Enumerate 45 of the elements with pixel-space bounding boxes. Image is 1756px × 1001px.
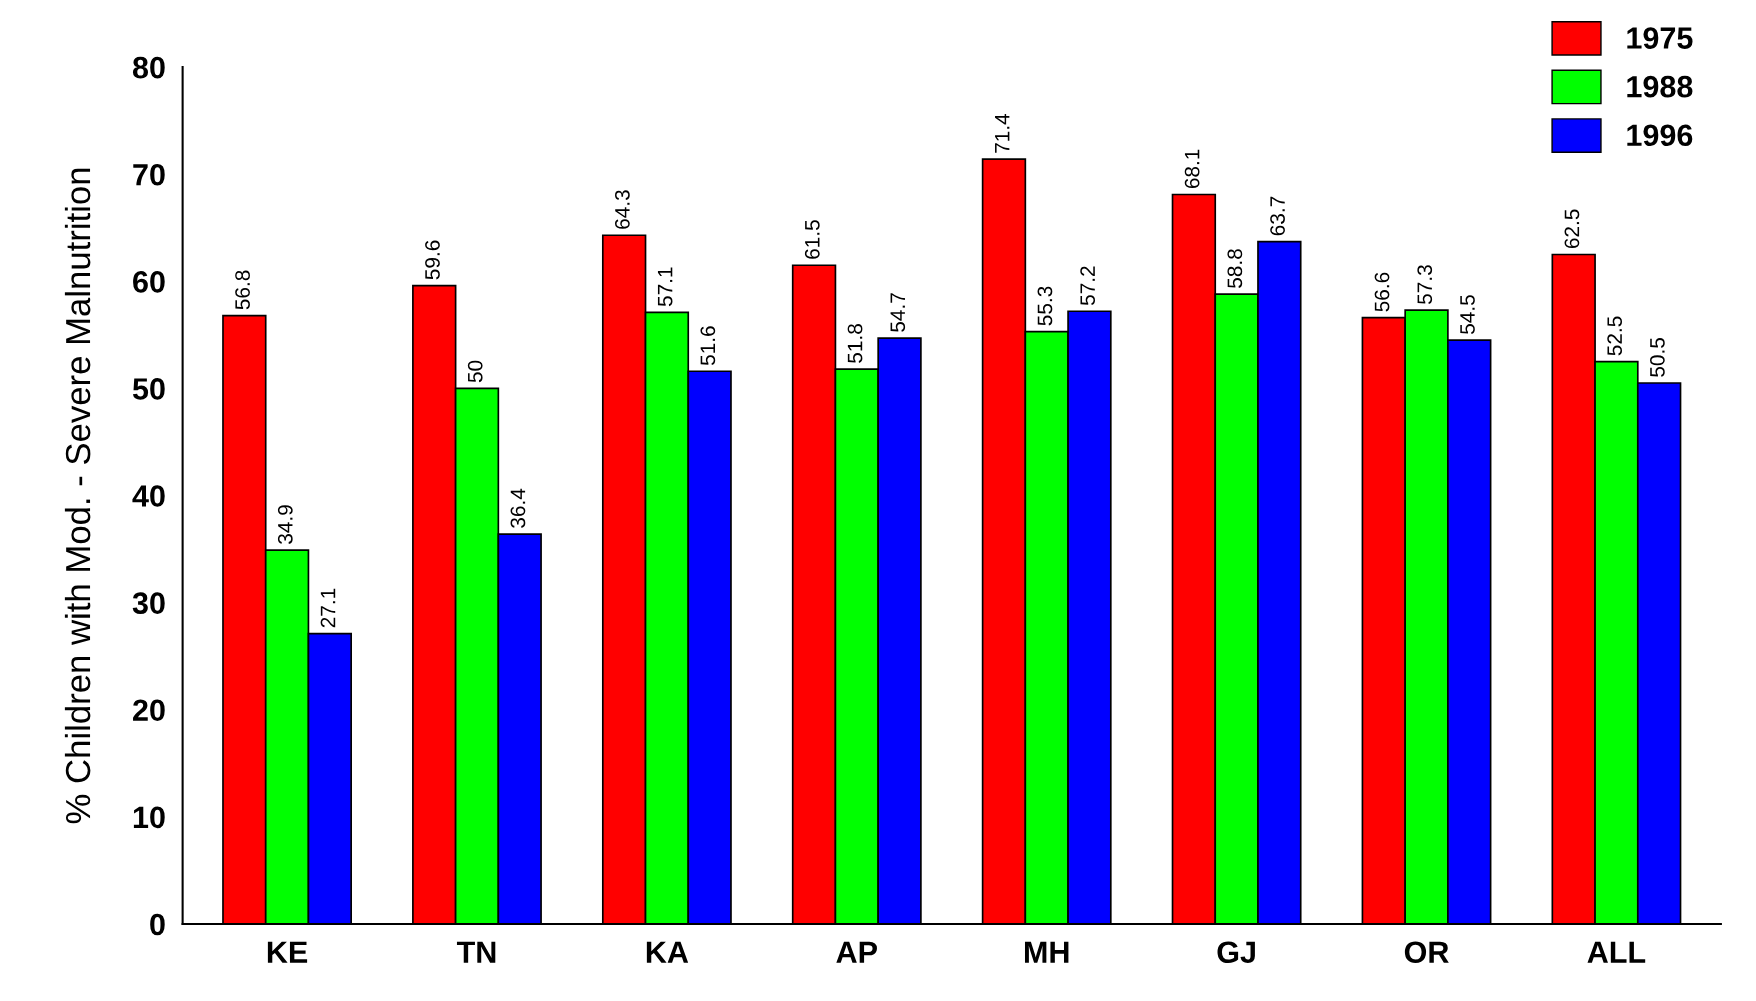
y-tick-label: 40: [132, 485, 165, 507]
y-tick-label: 50: [132, 378, 165, 400]
x-tick-label: OR: [1404, 941, 1449, 964]
data-label: 56.8: [235, 270, 250, 310]
data-label: 57.2: [1080, 266, 1096, 306]
x-tick-label: MH: [1024, 941, 1069, 963]
y-tick-label: 10: [133, 806, 165, 829]
data-label: 59.6: [425, 240, 440, 280]
y-tick-label: 20: [133, 699, 165, 722]
data-label: 62.5: [1564, 209, 1580, 249]
y-tick-label: 30: [132, 592, 165, 615]
data-label: 27.1: [320, 588, 336, 628]
y-tick-label: 0: [150, 913, 165, 936]
x-tick-label: AP: [836, 941, 877, 963]
data-label: 68.1: [1184, 149, 1200, 189]
data-label: 54.7: [890, 293, 906, 332]
data-label: 50.5: [1650, 338, 1665, 377]
data-label: 64.3: [615, 190, 630, 229]
data-label: 58.8: [1227, 249, 1243, 288]
data-label: 50: [467, 360, 483, 383]
x-tick-label: KA: [646, 941, 689, 963]
legend-label: 1975: [1627, 27, 1693, 49]
data-label: 51.6: [700, 326, 716, 366]
data-label: 63.7: [1270, 196, 1285, 236]
x-tick-label: ALL: [1587, 941, 1646, 963]
data-label: 55.3: [1037, 286, 1053, 326]
y-tick-label: 60: [133, 271, 165, 293]
data-label: 34.9: [277, 505, 293, 544]
data-label: 54.5: [1460, 295, 1475, 334]
y-tick-label: 80: [132, 56, 165, 79]
x-tick-label: KE: [267, 941, 308, 963]
data-label: 51.8: [847, 324, 863, 363]
data-label: 57.1: [657, 267, 673, 307]
data-label: 56.6: [1374, 272, 1390, 312]
legend-label: 1988: [1627, 75, 1693, 98]
x-tick-label: TN: [456, 941, 496, 963]
legend-label: 1996: [1627, 124, 1693, 147]
data-label: 57.3: [1417, 265, 1433, 305]
data-label: 71.4: [995, 113, 1010, 153]
y-tick-label: 70: [133, 163, 165, 186]
data-label: 36.4: [510, 488, 526, 528]
y-axis-title: % Children with Mod. - Severe Malnutrition: [64, 168, 91, 824]
data-label: 52.5: [1607, 316, 1623, 356]
x-tick-label: GJ: [1217, 941, 1255, 964]
data-label: 61.5: [804, 220, 820, 259]
